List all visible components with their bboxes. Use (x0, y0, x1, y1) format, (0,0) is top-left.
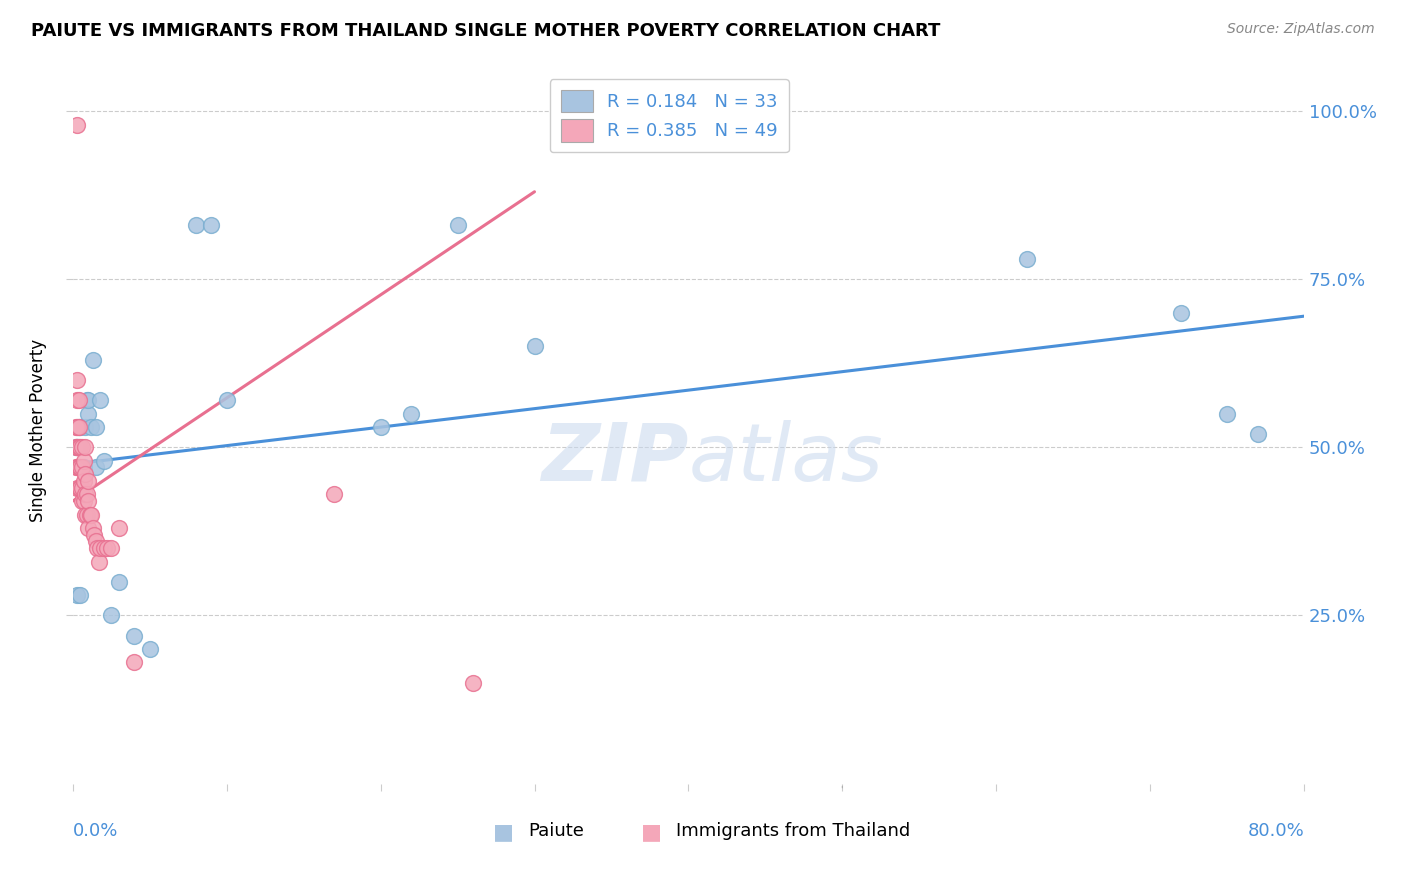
Point (84, 460, 107, 475)
Point (77, 393, 100, 408)
Point (87, 555, 110, 569)
Point (370, 420, 392, 434)
Point (66, 440, 89, 454)
Point (77, 494, 100, 508)
Text: Immigrants from Thailand: Immigrants from Thailand (676, 822, 910, 840)
Point (69, 460, 91, 475)
Point (65, 440, 87, 454)
Point (67, 393, 90, 408)
Point (77, 407, 100, 421)
Point (77, 474, 100, 488)
Text: 80.0%: 80.0% (1247, 822, 1305, 840)
Point (84, 534, 107, 549)
Point (72, 454, 94, 468)
Point (66, 393, 89, 408)
Point (446, 219, 468, 233)
Legend: R = 0.184   N = 33, R = 0.385   N = 49: R = 0.184 N = 33, R = 0.385 N = 49 (550, 79, 789, 153)
Point (69, 481, 91, 495)
Point (70, 494, 93, 508)
Point (66, 420, 89, 434)
Point (124, 629, 146, 643)
Point (89, 393, 111, 408)
Point (65, 440, 87, 454)
Point (200, 219, 222, 233)
Point (79, 508, 101, 522)
Point (70, 440, 93, 454)
Point (66, 588, 89, 602)
Point (75, 420, 97, 434)
Point (65, 420, 87, 434)
Point (69, 420, 91, 434)
Point (67, 440, 90, 454)
Point (76, 487, 98, 501)
Point (67, 460, 90, 475)
Point (215, 393, 238, 408)
Point (184, 219, 207, 233)
Point (80, 508, 103, 522)
Point (1247, 426, 1270, 441)
Text: atlas: atlas (689, 420, 883, 498)
Point (1170, 306, 1192, 320)
Point (69, 588, 91, 602)
Point (69, 440, 91, 454)
Point (76, 508, 98, 522)
Point (1216, 407, 1239, 421)
Point (70, 460, 93, 475)
Point (66, 118, 89, 132)
Text: 0.0%: 0.0% (73, 822, 118, 840)
Point (401, 407, 423, 421)
Y-axis label: Single Mother Poverty: Single Mother Poverty (30, 339, 46, 522)
Point (67, 460, 90, 475)
Point (89, 541, 111, 556)
Point (75, 487, 97, 501)
Point (66, 481, 89, 495)
Point (100, 608, 122, 623)
Point (75, 440, 97, 454)
Point (65, 460, 87, 475)
Point (66, 440, 89, 454)
Text: ■: ■ (641, 822, 662, 842)
Point (67, 420, 90, 434)
Text: ZIP: ZIP (541, 420, 689, 498)
Point (124, 656, 146, 670)
Point (323, 487, 346, 501)
Point (138, 642, 160, 657)
Text: Paiute: Paiute (529, 822, 585, 840)
Point (96, 541, 118, 556)
Point (72, 494, 94, 508)
Point (82, 352, 104, 367)
Point (67, 420, 90, 434)
Point (77, 521, 100, 535)
Point (76, 393, 98, 408)
Text: Source: ZipAtlas.com: Source: ZipAtlas.com (1227, 22, 1375, 37)
Point (100, 541, 122, 556)
Text: ■: ■ (494, 822, 515, 842)
Point (108, 521, 131, 535)
Point (461, 675, 484, 690)
Point (93, 541, 115, 556)
Point (67, 481, 90, 495)
Point (72, 474, 94, 488)
Point (82, 521, 104, 535)
Point (83, 527, 105, 541)
Point (1015, 252, 1038, 266)
Point (108, 574, 131, 589)
Point (75, 508, 97, 522)
Point (93, 454, 115, 468)
Point (66, 460, 89, 475)
Point (86, 541, 108, 556)
Point (66, 373, 89, 387)
Point (80, 420, 103, 434)
Text: PAIUTE VS IMMIGRANTS FROM THAILAND SINGLE MOTHER POVERTY CORRELATION CHART: PAIUTE VS IMMIGRANTS FROM THAILAND SINGL… (31, 22, 941, 40)
Point (72, 460, 94, 475)
Point (75, 467, 97, 482)
Point (523, 339, 546, 353)
Point (70, 481, 93, 495)
Point (84, 420, 107, 434)
